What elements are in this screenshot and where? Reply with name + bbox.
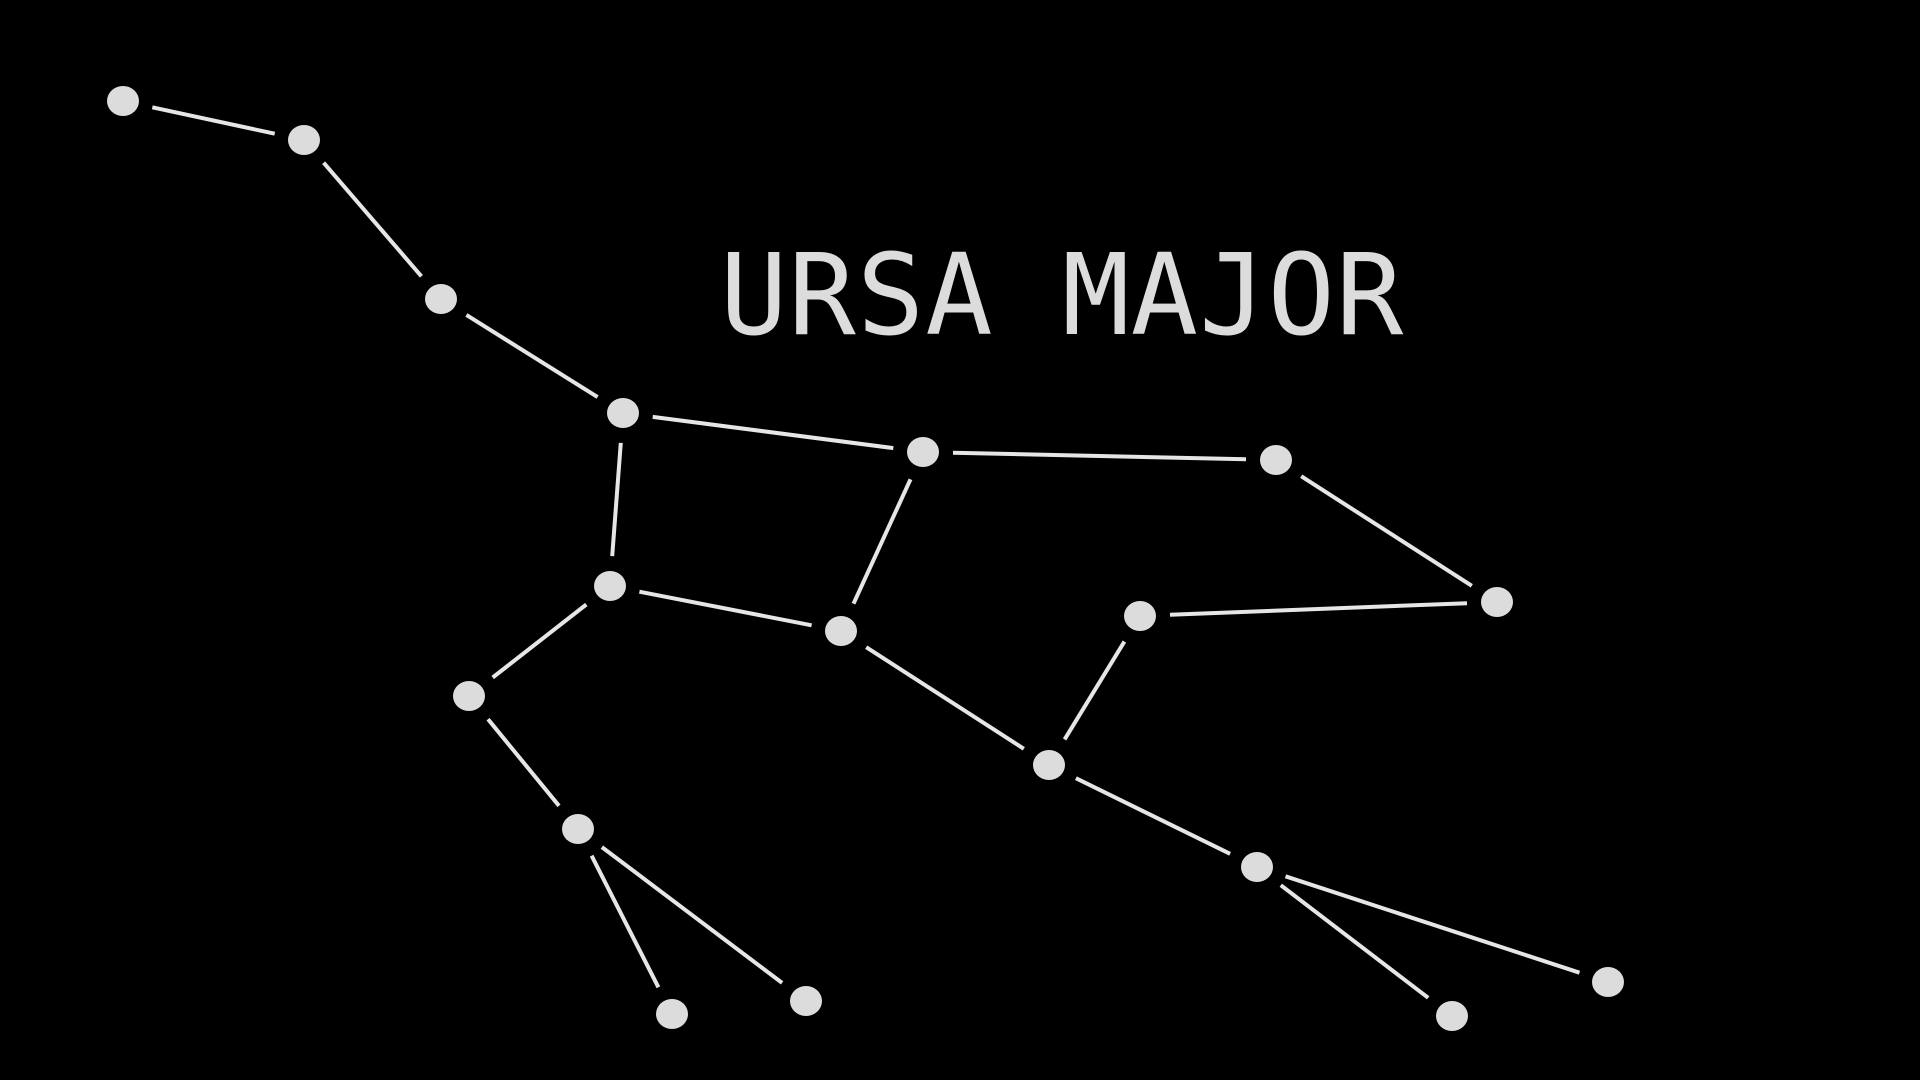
star-16 xyxy=(1241,852,1273,882)
connection-line-star-10-star-11 xyxy=(486,717,561,808)
star-06 xyxy=(1260,445,1292,475)
connection-line-star-01-star-02 xyxy=(151,105,276,136)
connection-line-star-05-star-09 xyxy=(851,478,913,605)
star-09 xyxy=(825,616,857,646)
star-15 xyxy=(1124,601,1156,631)
star-03 xyxy=(425,284,457,314)
star-13 xyxy=(790,986,822,1016)
star-05 xyxy=(907,437,939,467)
star-08 xyxy=(594,571,626,601)
star-10 xyxy=(453,681,485,711)
connection-line-star-06-star-07 xyxy=(1300,474,1473,588)
connection-line-star-15-star-07 xyxy=(1169,601,1468,617)
connection-line-star-11-star-12 xyxy=(589,854,661,989)
star-11 xyxy=(562,814,594,844)
connection-line-star-14-star-15 xyxy=(1062,640,1127,741)
star-04 xyxy=(607,398,639,428)
star-12 xyxy=(656,999,688,1029)
star-02 xyxy=(288,125,320,155)
star-01 xyxy=(107,86,139,116)
connection-line-star-09-star-14 xyxy=(865,645,1025,751)
star-18 xyxy=(1592,967,1624,997)
connection-line-star-05-star-06 xyxy=(952,450,1247,462)
connection-line-star-03-star-04 xyxy=(465,313,599,399)
constellation-title: URSA MAJOR xyxy=(720,231,1405,361)
star-14 xyxy=(1033,750,1065,780)
connection-line-star-04-star-05 xyxy=(652,414,894,451)
connection-line-star-02-star-03 xyxy=(322,161,423,278)
connection-line-star-08-star-09 xyxy=(639,589,812,628)
connection-lines xyxy=(151,105,1581,1000)
connection-line-star-04-star-08 xyxy=(610,442,623,557)
connection-line-star-08-star-10 xyxy=(491,602,588,680)
connection-line-star-16-star-17 xyxy=(1279,883,1430,1000)
star-17 xyxy=(1436,1001,1468,1031)
connection-line-star-16-star-18 xyxy=(1284,874,1581,975)
connection-line-star-11-star-13 xyxy=(600,845,784,985)
connection-line-star-14-star-16 xyxy=(1075,776,1231,856)
stars xyxy=(107,86,1624,1031)
star-07 xyxy=(1481,587,1513,617)
